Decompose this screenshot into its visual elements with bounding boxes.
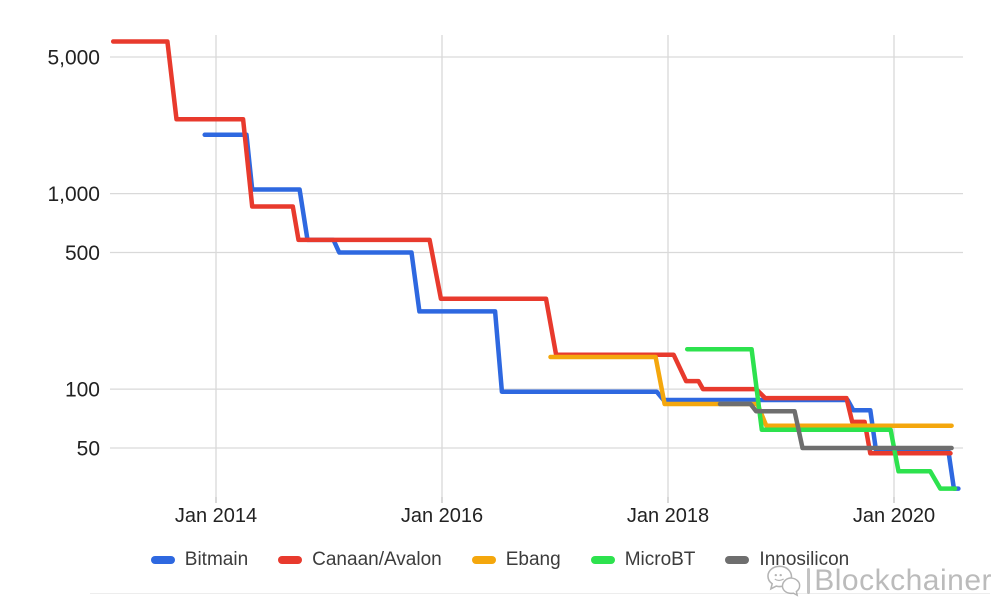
watermark-text: Blockchainer [814,564,992,597]
legend-item-canaan-avalon: Canaan/Avalon [278,549,442,571]
x-axis-tick-label: Jan 2016 [401,505,483,527]
x-axis-tick-label: Jan 2020 [853,505,935,527]
legend-label: Bitmain [184,549,249,570]
legend-swatch [278,556,303,564]
x-axis-tick-label: Jan 2018 [627,505,709,527]
legend-label: MicroBT [624,549,696,570]
y-axis-tick-label: 50 [77,438,100,461]
legend-label: Ebang [505,549,561,570]
series-line-bitmain [202,132,961,491]
legend-label: Innosilicon [759,549,850,570]
speech-bubbles-icon [767,565,801,597]
legend-item-bitmain: Bitmain [150,549,249,571]
legend-label: Canaan/Avalon [312,549,442,570]
chart-legend: Bitmain Canaan/Avalon Ebang MicroBT Innosili… [0,544,1000,576]
legend-swatch [725,556,750,564]
y-axis-tick-label: 5,000 [47,47,100,70]
series-line-canaan-avalon [110,39,953,456]
chart-canvas: 5,000 1,000 500 100 50 Jan 2014 Jan 2016 Jan 20… [47,35,963,527]
series-line-innosilicon [717,401,954,451]
legend-item-innosilicon: Innosilicon [725,549,849,571]
y-axis-tick-label: 500 [65,242,100,265]
step-line-chart: 5,000 1,000 500 100 50 Jan 2014 Jan 2016 Jan 20… [47,35,963,527]
legend-item-ebang: Ebang [471,549,561,571]
y-axis-tick-label: 1,000 [47,183,100,206]
watermark: Blockchainer [766,558,992,604]
legend-swatch [471,556,496,564]
legend-item-microbt: MicroBT [590,549,696,571]
y-axis-tick-label: 100 [65,379,100,402]
bottom-divider-line [90,593,990,594]
x-axis-tick-label: Jan 2014 [175,505,257,527]
legend-swatch [150,556,175,564]
legend-swatch [590,556,615,564]
watermark-divider [807,568,811,594]
series-line-microbt [684,346,958,491]
